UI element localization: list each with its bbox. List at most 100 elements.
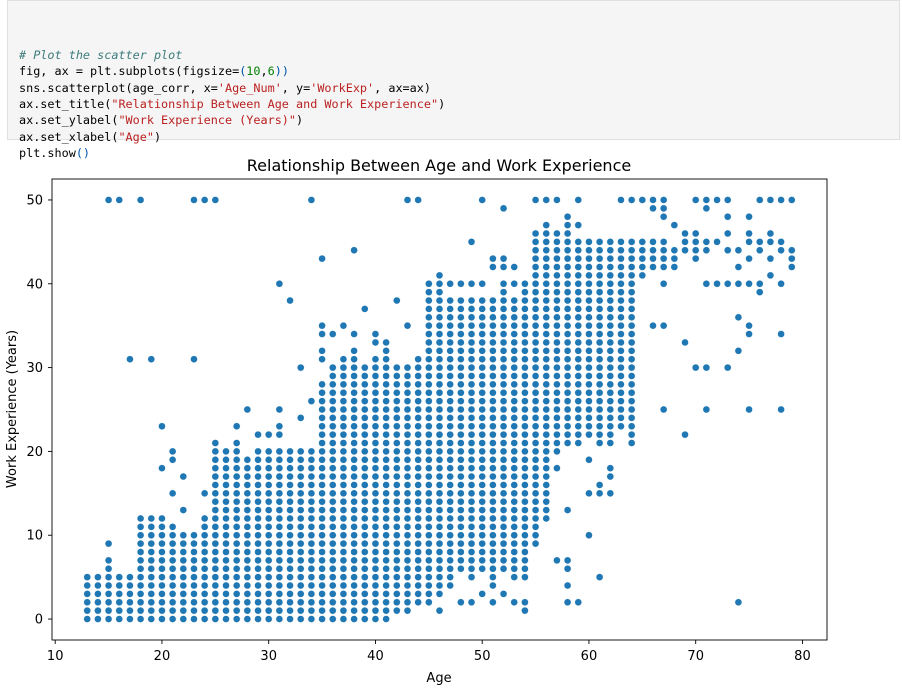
data-point [446,456,454,464]
data-point [425,447,433,456]
data-point [339,321,348,330]
data-point [190,531,198,539]
data-point [435,472,444,481]
data-point [318,389,326,397]
data-point [563,330,572,338]
data-point [489,506,497,514]
data-point [446,414,454,422]
data-point [179,565,188,573]
data-point [158,514,166,523]
data-point [574,280,582,288]
data-point [553,380,561,389]
data-point [724,246,732,254]
data-point [222,531,230,539]
data-point [531,313,540,322]
data-point [339,514,348,523]
data-point [318,355,326,363]
data-point [585,254,593,263]
data-point [425,330,433,338]
data-point [243,606,252,615]
data-point [361,305,369,313]
data-point [627,397,636,405]
data-point [627,347,636,355]
data-point [403,565,412,573]
data-point [788,263,796,271]
data-point [521,296,529,305]
data-point [457,565,465,573]
data-point [606,313,614,322]
data-point [521,372,529,380]
code-cell[interactable]: # Plot the scatter plot fig, ax = plt.sub… [7,0,900,160]
data-point [521,481,529,489]
data-point [222,514,230,523]
data-point [553,372,561,380]
data-point [435,414,444,422]
data-point [425,514,433,523]
data-point [222,481,230,489]
data-point [126,573,134,581]
data-point [467,514,476,523]
data-point [414,196,422,204]
data-point [553,229,561,238]
data-point [403,489,412,498]
data-point [627,439,636,447]
data-point [83,581,91,590]
data-point [94,606,102,615]
data-point [307,498,316,506]
data-point [393,422,401,430]
data-point [147,615,155,623]
data-point [478,472,486,481]
data-point [489,565,497,573]
data-point [659,238,668,246]
data-point [788,196,796,204]
data-point [542,506,550,514]
data-point [200,590,209,598]
data-point [499,439,508,447]
data-point [467,565,476,573]
data-point [777,196,785,204]
data-point [371,514,380,523]
code-token: ax.set_ylabel( [19,113,119,128]
data-point [692,238,700,246]
data-point [403,481,412,489]
data-point [382,363,390,372]
data-point [318,498,326,506]
data-point [713,238,721,246]
data-point [286,606,294,615]
data-point [724,213,732,221]
data-point [318,581,326,590]
data-point [606,271,614,280]
data-point [318,439,326,447]
data-point [265,456,273,464]
data-point [222,548,230,556]
data-point [382,489,390,498]
data-point [403,456,412,464]
data-point [606,238,614,246]
data-point [414,372,422,380]
data-point [521,280,529,288]
data-point [788,254,796,263]
data-point [329,414,337,422]
data-point [542,254,550,263]
data-point [136,590,145,598]
data-point [489,389,497,397]
data-point [179,606,188,615]
data-point [659,263,668,271]
data-point [467,355,476,363]
data-point [521,422,529,430]
data-point [521,313,529,322]
data-point [168,523,177,531]
data-point [297,472,305,481]
data-point [243,565,252,573]
data-point [318,456,326,464]
data-point [286,447,294,456]
data-point [232,439,241,447]
data-point [670,246,679,254]
data-point [627,380,636,389]
data-point [574,246,582,254]
data-point [457,556,465,565]
data-point [329,489,337,498]
data-point [606,489,614,498]
data-point [531,489,540,498]
data-point [617,389,625,397]
